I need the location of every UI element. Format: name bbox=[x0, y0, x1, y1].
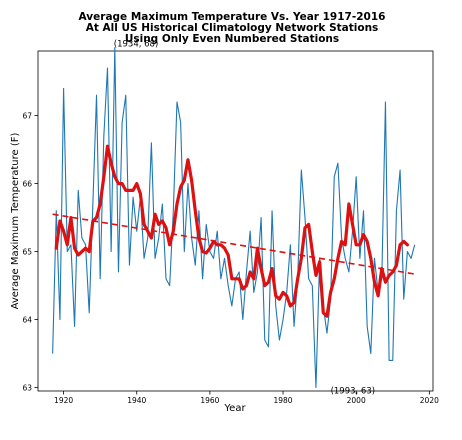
series-layer bbox=[52, 47, 416, 389]
chart-title-line-1: Average Maximum Temperature Vs. Year 191… bbox=[79, 11, 386, 23]
x-axis: 1920 1940 1960 1980 2000 2020 bbox=[54, 391, 439, 405]
y-axis-label: Average Maximum Temperature (F) bbox=[10, 133, 21, 310]
x-tick-label: 2000 bbox=[347, 396, 366, 405]
y-tick-label: 65 bbox=[22, 247, 32, 256]
x-axis-label: Year bbox=[223, 403, 246, 414]
x-tick-label: 1980 bbox=[273, 396, 292, 405]
x-tick-label: 1940 bbox=[127, 396, 146, 405]
annotation-label: (1934, 68) bbox=[114, 40, 158, 50]
y-tick-label: 67 bbox=[22, 111, 32, 120]
chart-title-line-3: Using Only Even Numbered Stations bbox=[125, 33, 339, 45]
chart-title-line-2: At All US Historical Climatology Network… bbox=[86, 22, 379, 34]
x-tick-label: 1960 bbox=[200, 396, 219, 405]
y-axis: 63 64 65 66 67 bbox=[22, 111, 38, 392]
x-tick-label: 2020 bbox=[420, 396, 439, 405]
annotation-label: (1993, 63) bbox=[331, 387, 375, 397]
y-tick-label: 63 bbox=[22, 383, 32, 392]
x-tick-label: 1920 bbox=[54, 396, 73, 405]
y-tick-label: 66 bbox=[22, 179, 32, 188]
trend-line bbox=[52, 213, 415, 275]
annotation-layer: (1934, 68) (1993, 63) bbox=[114, 40, 375, 397]
annual-series-line bbox=[52, 47, 416, 389]
smoothed-series-line bbox=[54, 144, 409, 318]
plot-area bbox=[37, 50, 434, 392]
y-tick-label: 64 bbox=[22, 315, 32, 324]
